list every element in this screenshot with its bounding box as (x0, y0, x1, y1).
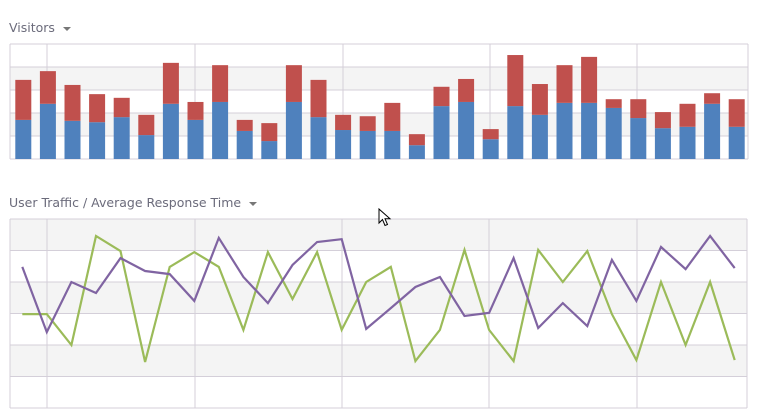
bar-segment[interactable] (384, 130, 401, 159)
bar-segment[interactable] (605, 107, 622, 159)
bar-segment[interactable] (39, 103, 56, 159)
bar-segment[interactable] (704, 103, 721, 159)
bar-segment[interactable] (359, 116, 376, 131)
line-series[interactable] (22, 234, 736, 364)
bar-segment[interactable] (212, 101, 229, 159)
bar-segment[interactable] (138, 135, 155, 159)
bar-segment[interactable] (531, 114, 548, 159)
bar-segment[interactable] (89, 94, 106, 123)
bar-segment[interactable] (654, 112, 671, 129)
bar-segment[interactable] (507, 55, 524, 107)
traffic-title-text: User Traffic / Average Response Time (9, 195, 242, 210)
traffic-panel-title[interactable]: User Traffic / Average Response Time (9, 195, 258, 210)
bar-segment[interactable] (408, 145, 425, 159)
bar-segment[interactable] (310, 79, 327, 118)
bar-segment[interactable] (113, 97, 130, 118)
bar-segment[interactable] (482, 129, 499, 140)
bar-segment[interactable] (138, 114, 155, 136)
caret-down-icon[interactable] (249, 201, 258, 206)
bar-segment[interactable] (605, 99, 622, 108)
bar-segment[interactable] (679, 103, 696, 127)
bar-segment[interactable] (15, 79, 32, 120)
bar-segment[interactable] (187, 101, 204, 120)
bar-segment[interactable] (408, 134, 425, 146)
bar-segment[interactable] (335, 130, 352, 159)
bar-segment[interactable] (359, 130, 376, 159)
bar-segment[interactable] (310, 117, 327, 159)
bar-segment[interactable] (39, 71, 56, 104)
bar-segment[interactable] (556, 65, 573, 103)
bar-segment[interactable] (728, 126, 745, 159)
visitors-title-text: Visitors (9, 20, 55, 35)
line-series[interactable] (21, 234, 736, 335)
bar-segment[interactable] (261, 141, 278, 159)
bar-segment[interactable] (433, 86, 450, 107)
bar-segment[interactable] (261, 123, 278, 142)
bar-segment[interactable] (679, 126, 696, 159)
bar-segment[interactable] (236, 119, 253, 131)
caret-down-icon[interactable] (62, 26, 71, 31)
bar-segment[interactable] (433, 106, 450, 159)
bar-segment[interactable] (507, 106, 524, 159)
bar-segment[interactable] (630, 99, 647, 119)
bar-segment[interactable] (704, 93, 721, 104)
visitors-panel-title[interactable]: Visitors (9, 20, 71, 35)
bar-segment[interactable] (556, 102, 573, 159)
mouse-cursor-icon (378, 208, 392, 227)
bar-segment[interactable] (458, 101, 475, 159)
bar-segment[interactable] (162, 103, 179, 159)
bar-segment[interactable] (285, 65, 302, 102)
bar-segment[interactable] (482, 139, 499, 159)
bar-segment[interactable] (113, 117, 130, 159)
bar-segment[interactable] (162, 62, 179, 104)
visitors-bar-chart (9, 43, 749, 160)
bar-segment[interactable] (458, 78, 475, 102)
bar-segment[interactable] (212, 65, 229, 102)
bar-segment[interactable] (728, 99, 745, 127)
bar-segment[interactable] (285, 101, 302, 159)
bar-segment[interactable] (64, 84, 81, 121)
bar-segment[interactable] (384, 102, 401, 131)
bar-segment[interactable] (335, 114, 352, 131)
bar-segment[interactable] (89, 122, 106, 159)
bar-segment[interactable] (15, 119, 32, 159)
bar-segment[interactable] (187, 119, 204, 159)
bar-segment[interactable] (581, 102, 598, 159)
bar-segment[interactable] (236, 130, 253, 159)
bar-segment[interactable] (654, 128, 671, 159)
bar-segment[interactable] (531, 84, 548, 115)
bar-segment[interactable] (630, 118, 647, 159)
bar-segment[interactable] (64, 120, 81, 159)
bar-segment[interactable] (581, 56, 598, 103)
